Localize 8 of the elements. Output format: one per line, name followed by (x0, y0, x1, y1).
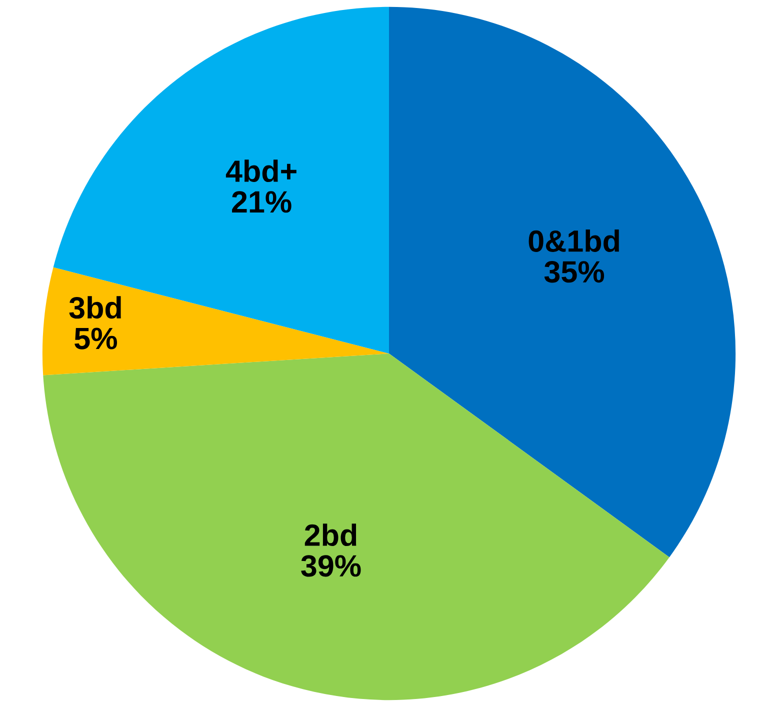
slice-label: 0&1bd (528, 230, 619, 252)
slice-label: 4bd+ (226, 160, 296, 182)
data-label: 5% (74, 328, 117, 350)
data-label: 21% (232, 191, 292, 213)
slice-label: 2bd (304, 524, 356, 546)
slice-label: 3bd (69, 296, 121, 319)
data-label: 39% (301, 555, 361, 577)
data-label: 35% (544, 261, 604, 283)
